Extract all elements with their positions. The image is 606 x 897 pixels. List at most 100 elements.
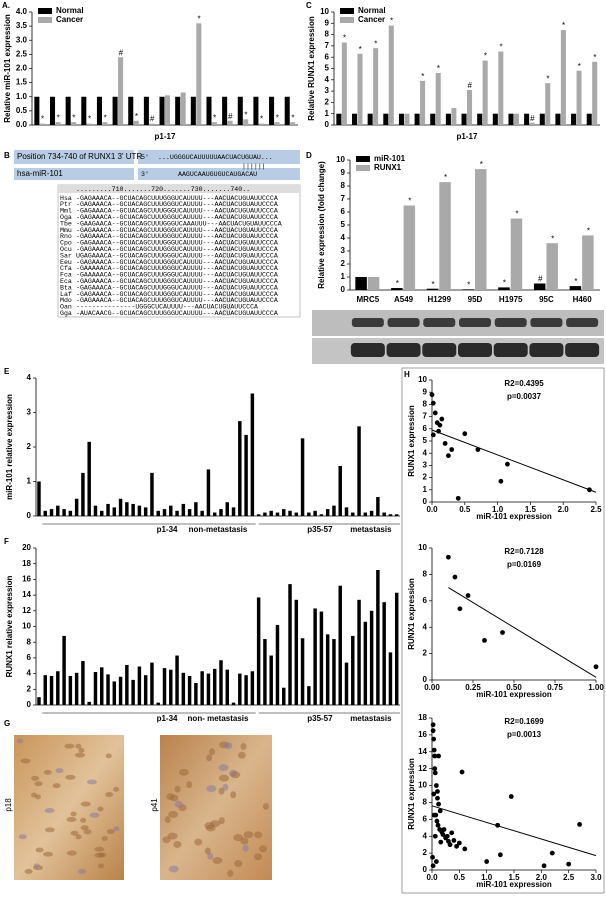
bar	[332, 505, 336, 516]
bar	[420, 80, 426, 125]
y-tick-label: 20	[22, 543, 31, 552]
bar	[118, 676, 123, 705]
bar	[546, 243, 558, 290]
point	[435, 822, 441, 828]
species-code: Mmu	[60, 227, 72, 234]
bar	[430, 113, 436, 125]
image-label: p18	[4, 798, 13, 812]
ihc-panel: G p18 p41	[4, 719, 272, 880]
significance-mark: *	[574, 277, 577, 286]
bar	[284, 96, 290, 125]
significance-mark: *	[343, 34, 346, 43]
sequence: -GAGAAACA--GCUACAGCUUUGGGUCAUUUU---AACUA…	[76, 195, 278, 202]
point	[484, 859, 490, 864]
significance-mark: *	[480, 160, 483, 169]
cell	[233, 834, 244, 842]
point	[433, 783, 439, 788]
y-tick-label: 1	[423, 485, 428, 494]
mirna-label: hsa-miR-101	[17, 169, 63, 178]
point	[430, 722, 436, 728]
y-tick-label: 12	[418, 764, 427, 773]
panel-label: A.	[2, 1, 10, 10]
significance-mark: *	[546, 74, 549, 83]
y-tick-label: 10	[418, 543, 427, 552]
y-axis-label: Relative RUNX1 expression	[307, 16, 316, 121]
bar	[100, 510, 104, 516]
y-tick-label: 6	[423, 814, 428, 823]
point	[432, 770, 438, 776]
cell	[80, 817, 87, 823]
sequence: -GAAGAACA--GCUACAGCUUUGGGUCAAAUUU---AACU…	[76, 220, 282, 227]
bar	[498, 51, 504, 125]
y-tick-label: 9	[341, 168, 346, 177]
bar	[357, 599, 361, 705]
bar	[439, 182, 451, 290]
bar	[307, 512, 311, 516]
y-tick-label: 1	[27, 477, 32, 486]
blot-band	[530, 318, 563, 327]
bar	[435, 73, 441, 125]
blot-band	[387, 318, 420, 327]
sequence: -GAGAAACA--GCUACAGCUUUGGGUCAUUUU---AACUA…	[76, 201, 278, 208]
bar	[81, 661, 85, 705]
significance-mark: *	[260, 115, 263, 124]
seed-highlight	[222, 193, 232, 317]
x-tick-label: 1.5	[525, 505, 537, 514]
y-tick-label: 4	[341, 233, 346, 242]
cell	[17, 738, 23, 744]
bar	[165, 95, 171, 125]
y-tick-label: 8	[423, 798, 428, 807]
y-tick-label: 18	[22, 559, 31, 568]
cell	[206, 754, 213, 762]
significance-mark: #	[530, 114, 535, 123]
bar	[533, 283, 546, 290]
cell	[77, 868, 86, 874]
y-tick-label: 0.0	[16, 120, 28, 129]
cell	[44, 808, 55, 814]
cell	[227, 869, 234, 877]
species-code: Hsa	[60, 195, 72, 202]
stat-annotation: p=0.0037	[507, 392, 542, 401]
species-code: Cfa	[60, 265, 72, 272]
y-tick-label: 0	[423, 865, 428, 874]
bar	[513, 113, 519, 125]
cell	[44, 827, 55, 833]
bar	[383, 113, 389, 125]
bar	[34, 96, 40, 125]
y-tick-label: 4	[423, 448, 428, 457]
bar	[71, 122, 77, 125]
bar	[49, 96, 56, 125]
bar	[498, 287, 510, 290]
cell	[243, 831, 254, 839]
point	[497, 852, 503, 858]
y-tick-label: 1.0	[16, 92, 28, 101]
x-tick-label: MRC5	[357, 295, 380, 304]
x-tick-label: 2.0	[536, 873, 548, 882]
y-tick-label: 4	[27, 373, 32, 382]
bar	[169, 505, 173, 516]
y-tick-label: 10	[418, 375, 427, 384]
y-tick-label: 1	[341, 272, 346, 281]
cell	[80, 825, 89, 831]
stat-annotation: R2=0.4395	[504, 379, 544, 388]
bar	[93, 672, 98, 705]
mirna-seq: AAGUCAAUGUGUCAUGACAU	[178, 171, 257, 178]
stat-annotation: p=0.0013	[507, 730, 542, 739]
bar	[212, 668, 217, 705]
sequence: -GAGAAACA--GCUACAGCUUUGGGUCAUUUU---AACUA…	[76, 246, 278, 253]
cell	[230, 771, 241, 779]
y-tick-label: 7	[423, 412, 428, 421]
panel-label: E	[4, 367, 10, 376]
cell	[224, 742, 233, 750]
species-code: Bta	[60, 284, 72, 291]
y-tick-label: 8	[341, 181, 346, 190]
y-tick-label: 0	[325, 120, 330, 129]
y-axis-label: Relative expression (fold change)	[317, 161, 326, 289]
point	[593, 664, 599, 670]
x-tick-label: 0.5	[459, 505, 471, 514]
bar	[200, 510, 204, 516]
bar	[62, 509, 66, 516]
bar	[376, 497, 380, 516]
legend-label: miR-101	[374, 154, 406, 163]
